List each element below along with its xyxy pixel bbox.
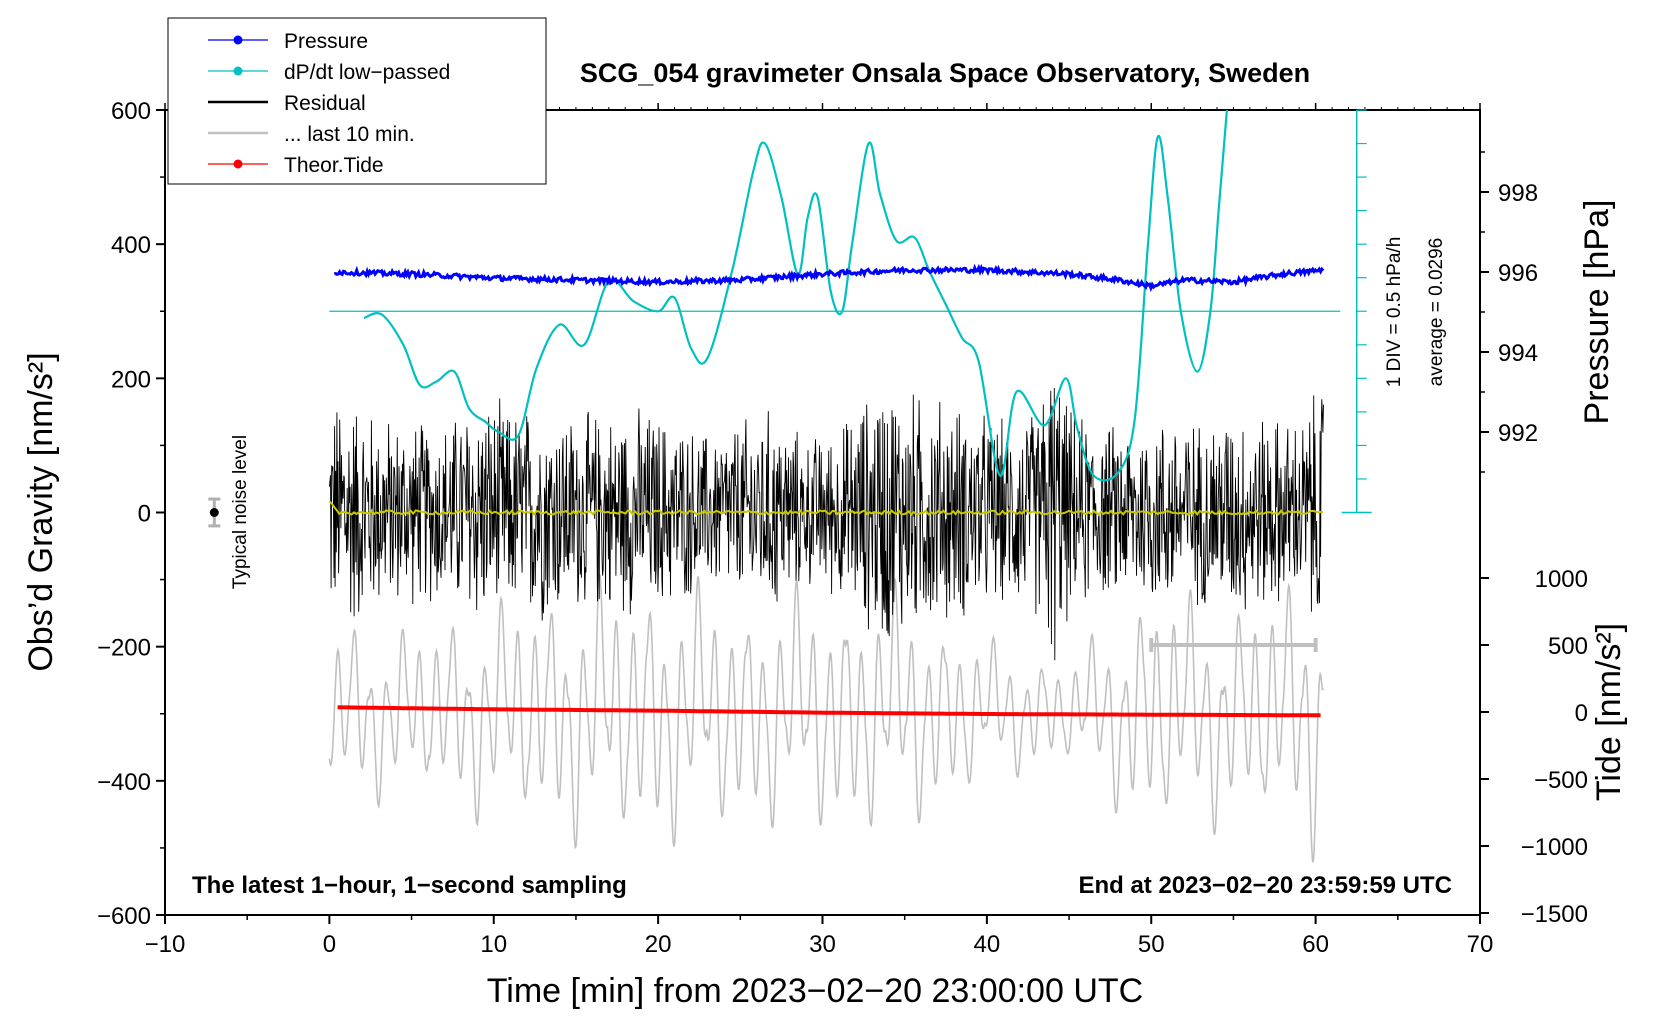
pressure-tick-label: 998 (1498, 180, 1538, 207)
legend-label: ... last 10 min. (284, 123, 415, 146)
y-tick-label: 600 (111, 98, 151, 125)
legend-label: Pressure (284, 30, 368, 53)
noise-marker-dot (209, 508, 219, 517)
x-tick-label: −10 (145, 931, 186, 958)
series-layer (328, 110, 1325, 863)
legend-label: Theor.Tide (284, 154, 384, 177)
x-tick-label: 60 (1302, 931, 1329, 958)
tide-tick-label: −1000 (1521, 834, 1588, 861)
y-tick-label: 400 (111, 232, 151, 259)
y-tick-label: 200 (111, 366, 151, 393)
y-tick-label: −600 (97, 903, 151, 930)
x-tick-label: 20 (645, 931, 672, 958)
tide-tick-label: 1000 (1535, 566, 1588, 593)
x-tick-label: 0 (323, 931, 336, 958)
legend-label: Residual (284, 92, 366, 115)
y-tick-label: −400 (97, 769, 151, 796)
chart-title: SCG_054 gravimeter Onsala Space Observat… (580, 58, 1310, 88)
dpdt-scale-label: 1 DIV = 0.5 hPa/h (1384, 237, 1405, 388)
legend-marker (233, 35, 243, 45)
y-axis-title-tide: Tide [nm/s²] (1590, 623, 1628, 801)
noise-level-label: Typical noise level (230, 435, 251, 589)
x-tick-label: 40 (974, 931, 1001, 958)
series-theor-tide (337, 705, 1321, 718)
legend-marker (233, 66, 243, 76)
y-tick-label: 0 (138, 501, 151, 528)
y-axis-title-pressure: Pressure [hPa] (1578, 200, 1616, 425)
tide-tick-label: −1500 (1521, 901, 1588, 928)
pressure-tick-label: 994 (1498, 340, 1538, 367)
dpdt-average-label: average = 0.0296 (1426, 238, 1447, 386)
legend-label: dP/dt low−passed (284, 61, 450, 84)
x-tick-label: 10 (480, 931, 507, 958)
annotation-sampling: The latest 1−hour, 1−second sampling (192, 872, 627, 899)
y-tick-label: −200 (97, 635, 151, 662)
legend: Pressure dP/dt low−passed Residual ... last… (167, 17, 547, 185)
tide-tick-label: 500 (1548, 633, 1588, 660)
y-axis-title-left: Obs’d Gravity [nm/s²] (22, 352, 60, 671)
legend-items: Pressure dP/dt low−passed Residual ... last… (208, 30, 450, 177)
tide-tick-label: −500 (1534, 767, 1588, 794)
pressure-tick-label: 992 (1498, 420, 1538, 447)
series-residual (328, 387, 1324, 661)
tide-tick-label: 0 (1575, 700, 1588, 727)
series-last-10-min (328, 573, 1325, 863)
series-pressure (333, 263, 1325, 293)
legend-marker (233, 159, 243, 169)
overlay-layer (208, 109, 1372, 652)
x-tick-label: 50 (1138, 931, 1165, 958)
pressure-tick-label: 996 (1498, 260, 1538, 287)
x-axis-title: Time [min] from 2023−02−20 23:00:00 UTC (487, 972, 1143, 1010)
annotation-end-time: End at 2023−02−20 23:59:59 UTC (1078, 872, 1452, 899)
series-residual-mean (328, 500, 1324, 517)
axis-ticks-layer: −10 0 10 20 30 40 50 60 70 −600 −400 −200 0 200 400 600… (97, 98, 1588, 958)
x-tick-label: 70 (1467, 931, 1494, 958)
x-tick-label: 30 (809, 931, 836, 958)
